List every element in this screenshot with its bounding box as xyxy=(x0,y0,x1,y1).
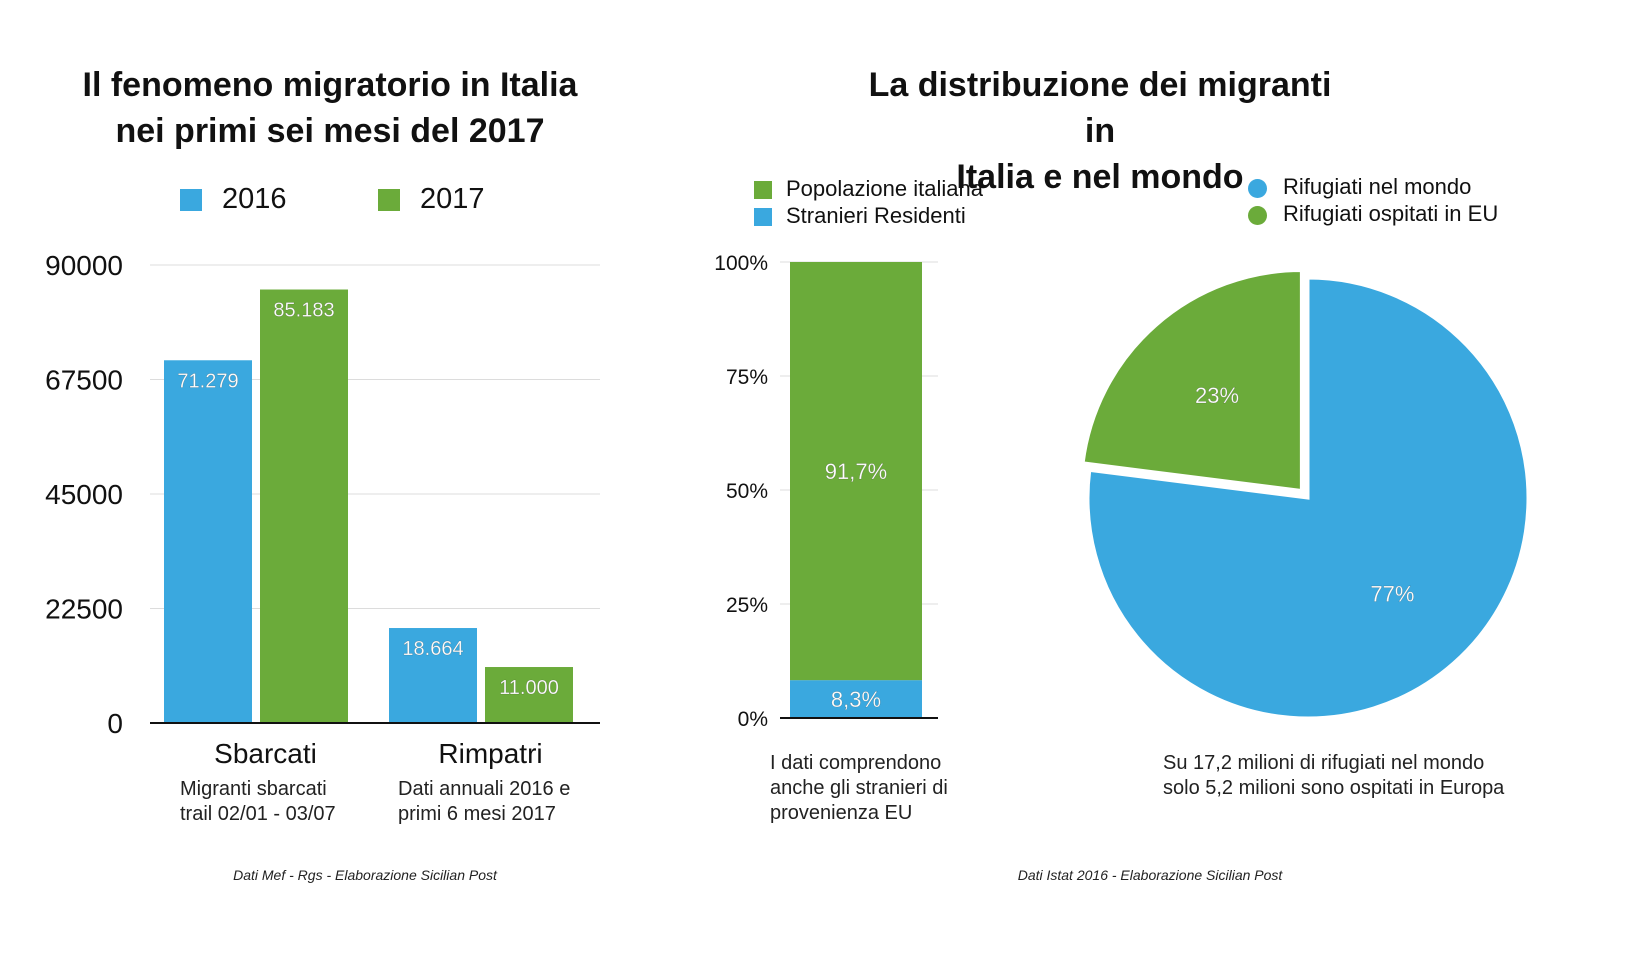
pie-chart: 77% 23% xyxy=(1081,270,1530,720)
legend-label-2016: 2016 xyxy=(222,183,287,215)
bar-value-label: 71.279 xyxy=(177,370,238,392)
pie-value-label: 77% xyxy=(1370,582,1414,607)
y-tick-label: 0% xyxy=(738,708,768,731)
stack-value-label: 91,7% xyxy=(825,459,887,484)
right-chart-title: La distribuzione dei migranti in Italia … xyxy=(868,66,1332,196)
y-tick-label: 22500 xyxy=(45,594,123,625)
caption-rimpatri: Dati annuali 2016 e primi 6 mesi 2017 xyxy=(398,778,571,825)
y-tick-label: 75% xyxy=(726,366,768,389)
caption-stacked-bar: I dati comprendono anche gli stranieri d… xyxy=(770,752,948,824)
y-tick-label: 25% xyxy=(726,594,768,617)
y-tick-label: 0 xyxy=(107,708,123,739)
left-source-note: Dati Mef - Rgs - Elaborazione Sicilian P… xyxy=(233,867,497,883)
stack-segment xyxy=(790,262,922,681)
legend-item-rifugiati-mondo: Rifugiati nel mondo xyxy=(1248,174,1471,200)
right-source-note: Dati Istat 2016 - Elaborazione Sicilian … xyxy=(1017,867,1283,883)
pie-slice xyxy=(1081,270,1303,493)
legend-label-stranieri: Stranieri Residenti xyxy=(786,203,966,228)
legend-item-rifugiati-eu: Rifugiati ospitati in EU xyxy=(1248,201,1498,227)
legend-dot-rifugiati-eu xyxy=(1248,205,1267,225)
legend-label-popolazione: Popolazione italiana xyxy=(786,176,983,201)
legend-swatch-popolazione xyxy=(754,181,772,200)
bar-value-label: 11.000 xyxy=(499,677,559,699)
caption-pie: Su 17,2 milioni di rifugiati nel mondo s… xyxy=(1163,752,1505,799)
legend-label-rifugiati-eu: Rifugiati ospitati in EU xyxy=(1283,201,1499,226)
stack-value-label: 8,3% xyxy=(831,687,881,712)
pie-slice xyxy=(1086,276,1530,720)
stacked-bar-chart: 0% 25% 50% 75% 100% 8,3% 91,7% xyxy=(714,252,938,731)
bar-2016-sbarcati xyxy=(164,360,252,723)
bar-2017-sbarcati xyxy=(260,289,348,723)
legend-label-rifugiati-mondo: Rifugiati nel mondo xyxy=(1283,174,1472,199)
bar-2016-rimpatri xyxy=(389,628,477,723)
bar-value-label: 18.664 xyxy=(402,638,463,660)
legend-item-2017: 2017 xyxy=(378,183,485,216)
y-tick-label: 90000 xyxy=(45,250,123,281)
left-chart-title: Il fenomeno migratorio in Italia nei pri… xyxy=(82,66,578,150)
y-tick-label: 45000 xyxy=(45,479,123,510)
y-tick-label: 100% xyxy=(714,252,768,275)
bar-value-label: 85.183 xyxy=(273,300,334,322)
y-tick-label: 67500 xyxy=(45,365,123,396)
legend-item-popolazione: Popolazione italiana xyxy=(754,176,983,202)
legend-label-2017: 2017 xyxy=(420,183,485,215)
bar-2017-rimpatri xyxy=(485,667,573,723)
bar-chart: 0 22500 45000 67500 90000 71.279 85.183 Sbarcat… xyxy=(45,250,600,769)
x-category-label: Rimpatri xyxy=(438,738,542,769)
legend-item-2016: 2016 xyxy=(180,183,287,216)
caption-sbarcati: Migranti sbarcati trail 02/01 - 03/07 xyxy=(180,778,336,825)
legend-item-stranieri: Stranieri Residenti xyxy=(754,203,966,229)
pie-value-label: 23% xyxy=(1195,383,1239,408)
legend-swatch-stranieri xyxy=(754,208,772,227)
stack-segment xyxy=(790,680,922,718)
legend-swatch-2016 xyxy=(180,189,202,212)
legend-swatch-2017 xyxy=(378,189,400,212)
x-category-label: Sbarcati xyxy=(214,738,317,769)
legend-dot-rifugiati-mondo xyxy=(1248,178,1267,198)
y-tick-label: 50% xyxy=(726,480,768,503)
